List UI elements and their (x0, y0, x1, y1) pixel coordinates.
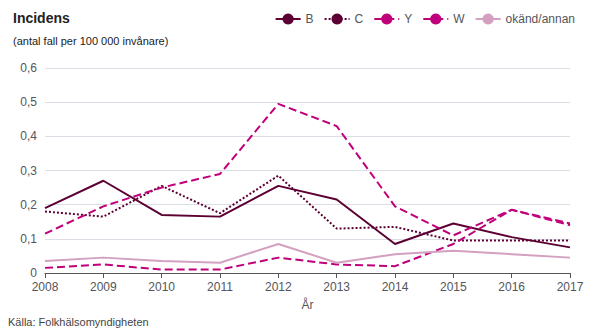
svg-text:(antal fall per 100 000 invåna: (antal fall per 100 000 invånare) (13, 35, 168, 47)
svg-text:0,2: 0,2 (20, 198, 37, 212)
svg-text:2009: 2009 (90, 280, 117, 294)
svg-text:0,4: 0,4 (20, 129, 37, 143)
svg-text:0: 0 (30, 266, 37, 280)
svg-text:2016: 2016 (498, 280, 525, 294)
svg-text:Y: Y (404, 12, 412, 26)
svg-text:2011: 2011 (207, 280, 233, 294)
svg-text:B: B (306, 12, 314, 26)
svg-text:2010: 2010 (148, 280, 175, 294)
svg-text:okänd/annan: okänd/annan (506, 12, 575, 26)
svg-text:0,1: 0,1 (20, 232, 37, 246)
svg-text:2014: 2014 (382, 280, 409, 294)
svg-text:C: C (355, 12, 364, 26)
svg-text:2012: 2012 (265, 280, 292, 294)
svg-text:Incidens: Incidens (13, 10, 70, 26)
svg-text:2013: 2013 (323, 280, 350, 294)
svg-text:0,5: 0,5 (20, 95, 37, 109)
svg-text:0,6: 0,6 (20, 61, 37, 75)
svg-text:W: W (453, 12, 465, 26)
svg-text:År: År (302, 297, 314, 312)
svg-text:2008: 2008 (32, 280, 59, 294)
svg-text:2017: 2017 (557, 280, 584, 294)
svg-text:2015: 2015 (440, 280, 467, 294)
svg-text:Källa: Folkhälsomyndigheten: Källa: Folkhälsomyndigheten (8, 316, 149, 328)
svg-text:0,3: 0,3 (20, 164, 37, 178)
